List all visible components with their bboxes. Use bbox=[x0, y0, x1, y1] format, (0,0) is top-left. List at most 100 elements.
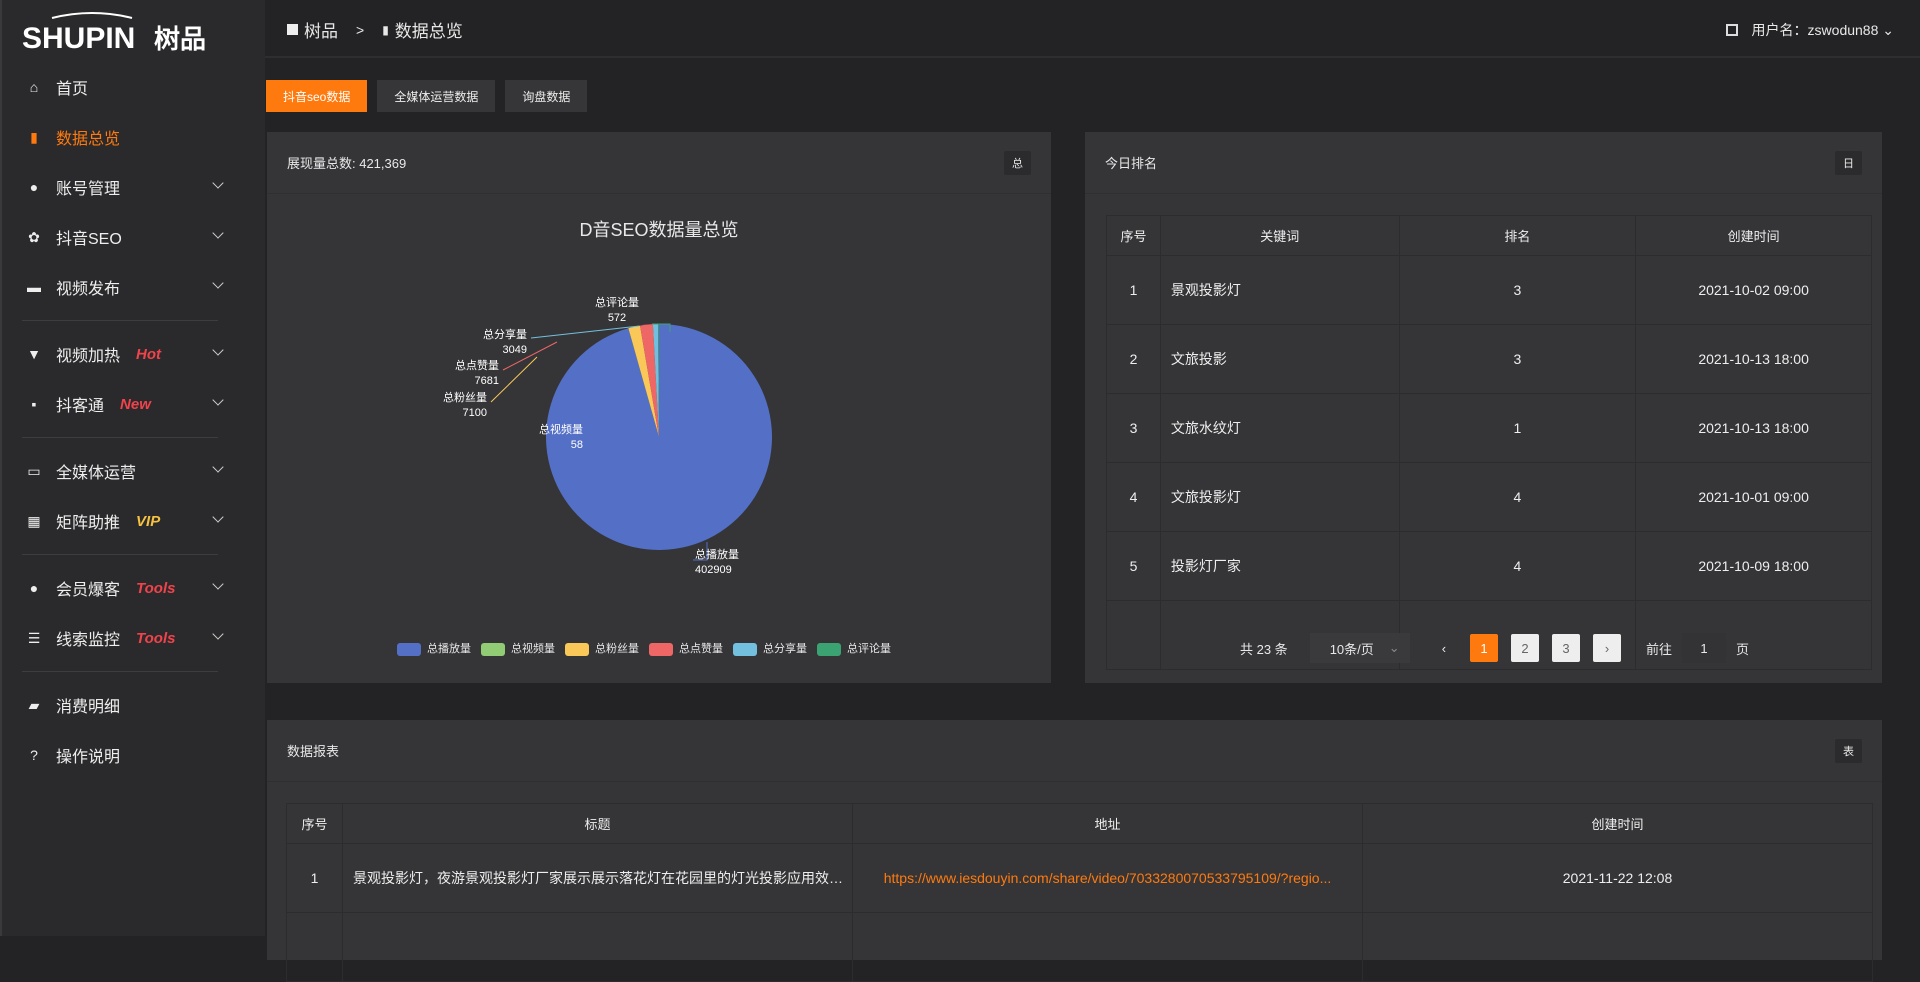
legend-swatch bbox=[733, 642, 757, 656]
sidebar-item-9[interactable]: ● 会员爆客 Tools bbox=[2, 563, 267, 613]
report-badge[interactable]: 表 bbox=[1835, 738, 1862, 763]
prev-page-button[interactable]: ‹ bbox=[1441, 640, 1447, 656]
chart-icon bbox=[287, 24, 298, 35]
sidebar-item-7[interactable]: ▭ 全媒体运营 bbox=[2, 446, 267, 496]
legend-item[interactable]: 总分享量 bbox=[733, 640, 807, 656]
sidebar-item-label: 视频发布 bbox=[56, 281, 121, 298]
pie-slice-4[interactable] bbox=[652, 324, 659, 437]
page-2[interactable]: 2 bbox=[1511, 634, 1540, 662]
table-row[interactable]: 5 投影灯厂家 4 2021-10-09 18:00 bbox=[1106, 531, 1872, 601]
svg-text:树品: 树品 bbox=[154, 25, 206, 54]
pie-slice-2[interactable] bbox=[628, 325, 659, 437]
table-cell: 2021-10-01 09:00 bbox=[1635, 462, 1872, 532]
legend-swatch bbox=[397, 642, 421, 656]
legend-swatch bbox=[565, 642, 589, 656]
sidebar-item-1[interactable]: ▮ 数据总览 bbox=[2, 112, 267, 162]
column-header: 排名 bbox=[1398, 215, 1637, 256]
chevron-down-icon bbox=[212, 511, 224, 523]
sidebar-item-label: 矩阵助推 bbox=[56, 515, 121, 532]
sidebar-item-4[interactable]: ▬ 视频发布 bbox=[2, 262, 267, 312]
chevron-down-icon: ⌄ bbox=[1388, 640, 1400, 655]
table-row[interactable]: 2 文旅投影 3 2021-10-13 18:00 bbox=[1106, 324, 1872, 394]
sidebar-item-label: 线索监控 bbox=[56, 632, 121, 649]
page-3[interactable]: 3 bbox=[1552, 634, 1581, 662]
table-row[interactable]: 1 景观投影灯 3 2021-10-02 09:00 bbox=[1106, 255, 1872, 325]
sidebar-item-label: 会员爆客 bbox=[56, 582, 121, 599]
chart-title: D音SEO数据量总览 bbox=[579, 220, 739, 240]
legend-swatch bbox=[817, 642, 841, 656]
table-cell: 文旅投影灯 bbox=[1159, 462, 1400, 532]
legend-swatch bbox=[481, 642, 505, 656]
sliders-icon: ☰ bbox=[27, 629, 41, 646]
sidebar-item-8[interactable]: ▦ 矩阵助推 VIP bbox=[2, 496, 267, 546]
ranking-badge[interactable]: 日 bbox=[1835, 150, 1862, 175]
table-cell: 4 bbox=[1398, 462, 1637, 532]
pie-slice-1[interactable] bbox=[628, 328, 659, 437]
label-comments: 总评论量 572 bbox=[595, 297, 639, 324]
ranking-panel: 今日排名日 序号 关键词 排名 创建时间 1 景观投影灯 3 2021-10-02 09:00… bbox=[1085, 132, 1882, 683]
tab-douyin-seo[interactable]: 抖音seo数据 bbox=[266, 80, 368, 112]
column-header: 地址 bbox=[852, 803, 1363, 844]
legend-item[interactable]: 总粉丝量 bbox=[565, 640, 639, 656]
goto-page-input[interactable]: 1 bbox=[1682, 633, 1727, 663]
sidebar-item-label: 首页 bbox=[56, 81, 89, 98]
summary-badge[interactable]: 总 bbox=[1004, 150, 1031, 175]
total-count: 共 23 条 bbox=[1240, 641, 1288, 657]
label-videos: 总视频量 58 bbox=[539, 424, 583, 451]
sidebar-divider bbox=[22, 554, 218, 555]
sidebar-item-label: 抖音SEO bbox=[56, 231, 122, 248]
chevron-down-icon: ⌄ bbox=[1882, 22, 1894, 38]
legend-swatch bbox=[649, 642, 673, 656]
sidebar-item-3[interactable]: ✿ 抖音SEO bbox=[2, 212, 267, 262]
column-header: 创建时间 bbox=[1362, 803, 1873, 844]
chevron-down-icon bbox=[212, 344, 224, 356]
legend-item[interactable]: 总视频量 bbox=[481, 640, 555, 656]
table-row[interactable]: 4 文旅投影灯 4 2021-10-01 09:00 bbox=[1106, 462, 1872, 532]
table-cell: 1 bbox=[286, 843, 343, 913]
table-row[interactable]: 3 文旅水纹灯 1 2021-10-13 18:00 bbox=[1106, 393, 1872, 463]
breadcrumb-separator: > bbox=[356, 21, 365, 38]
tab-inquiry[interactable]: 询盘数据 bbox=[505, 80, 588, 112]
table-cell: 景观投影灯，夜游景观投影灯厂家展示展示落花灯在花园里的灯光投影应用效果 # bbox=[342, 843, 853, 913]
legend-label: 总分享量 bbox=[763, 643, 807, 655]
breadcrumb-home[interactable]: 树品 bbox=[304, 22, 338, 41]
legend-item[interactable]: 总评论量 bbox=[817, 640, 891, 656]
chevron-down-icon bbox=[212, 394, 224, 406]
fullscreen-icon[interactable] bbox=[1725, 24, 1738, 36]
table-cell: 1 bbox=[1398, 393, 1637, 463]
table-cell[interactable]: https://www.iesdouyin.com/share/video/70… bbox=[852, 843, 1363, 913]
sidebar-item-5[interactable]: ▼ 视频加热 Hot bbox=[2, 329, 267, 379]
grid-icon: ▦ bbox=[27, 512, 41, 529]
label-likes: 总点赞量 7681 bbox=[455, 360, 499, 387]
legend-item[interactable]: 总播放量 bbox=[397, 640, 471, 656]
column-header: 标题 bbox=[342, 803, 853, 844]
legend-item[interactable]: 总点赞量 bbox=[649, 640, 723, 656]
sidebar-item-label: 全媒体运营 bbox=[56, 465, 137, 482]
next-page-button[interactable]: › bbox=[1593, 634, 1622, 662]
data-tabs: 抖音seo数据 全媒体运营数据 询盘数据 bbox=[266, 80, 588, 112]
sidebar-item-2[interactable]: ● 账号管理 bbox=[2, 162, 267, 212]
page-1[interactable]: 1 bbox=[1470, 634, 1499, 662]
sidebar-item-12[interactable]: ? 操作说明 bbox=[2, 730, 267, 780]
table-row[interactable]: 1 景观投影灯，夜游景观投影灯厂家展示展示落花灯在花园里的灯光投影应用效果 # ht… bbox=[286, 843, 1873, 913]
pie-slice-3[interactable] bbox=[640, 324, 659, 437]
table-row[interactable] bbox=[286, 912, 1873, 982]
goto-label: 前往 bbox=[1646, 641, 1673, 657]
table-cell: 2021-11-22 12:08 bbox=[1362, 843, 1873, 913]
table-cell: 2021-10-13 18:00 bbox=[1635, 393, 1872, 463]
table-cell: 景观投影灯 bbox=[1159, 255, 1400, 325]
page-size-select[interactable]: 10条/页 ⌄ bbox=[1309, 633, 1410, 663]
user-menu[interactable]: 用户名：zswodun88 ⌄ bbox=[1752, 20, 1894, 40]
user-icon: ● bbox=[29, 179, 39, 195]
label-plays: 总播放量 402909 bbox=[695, 549, 739, 576]
table-cell: 4 bbox=[1106, 462, 1161, 532]
sidebar-item-11[interactable]: ▰ 消费明细 bbox=[2, 680, 267, 730]
tab-media-ops[interactable]: 全媒体运营数据 bbox=[377, 80, 496, 112]
label-line bbox=[693, 542, 708, 561]
sidebar-tag: Tools bbox=[136, 579, 176, 597]
legend-label: 总视频量 bbox=[511, 643, 555, 655]
label-line bbox=[530, 325, 640, 339]
sidebar-item-6[interactable]: ▪ 抖客通 New bbox=[2, 379, 267, 429]
sidebar-item-10[interactable]: ☰ 线索监控 Tools bbox=[2, 613, 267, 663]
sidebar-item-0[interactable]: ⌂ 首页 bbox=[2, 62, 267, 112]
